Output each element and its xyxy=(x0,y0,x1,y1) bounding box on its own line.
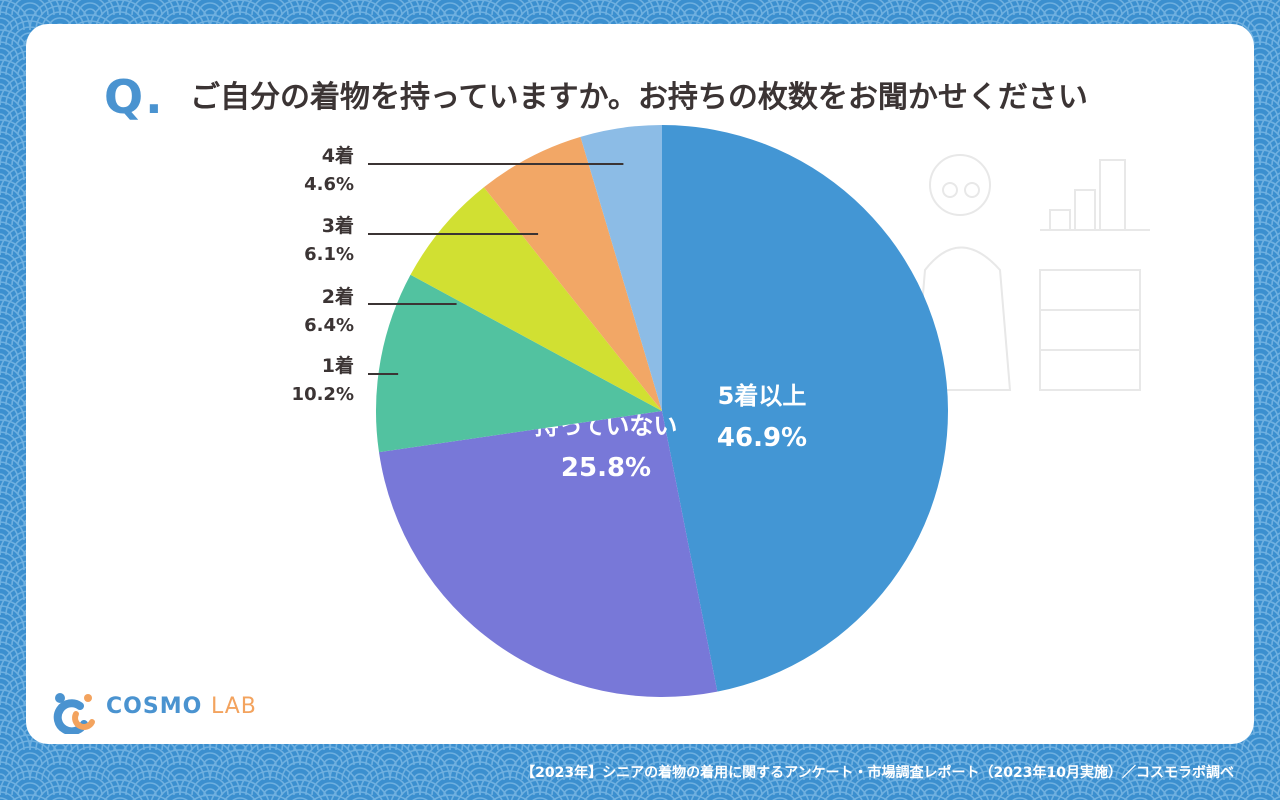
cosmo-lab-logo: COSMO LAB xyxy=(46,684,257,736)
senior-woman-illustration xyxy=(913,154,1150,391)
slice-value-label: 6.4% xyxy=(304,315,354,336)
slice-value-label: 25.8% xyxy=(561,453,651,483)
slice-value-label: 4.6% xyxy=(304,174,354,195)
logo-text-primary: COSMO xyxy=(106,694,203,719)
pie-slice xyxy=(376,274,662,453)
slice-label: 1着 xyxy=(322,354,354,377)
slice-label: 2着 xyxy=(322,285,354,308)
pie-slice xyxy=(662,125,948,692)
cosmo-lab-logo-icon xyxy=(53,693,95,736)
chart-title: ご自分の着物を持っていますか。お持ちの枚数をお聞かせください xyxy=(190,80,1088,115)
slice-value-label: 6.1% xyxy=(304,244,354,265)
question-mark-label: Q. xyxy=(104,70,165,124)
slice-label: 5着以上 xyxy=(718,382,807,410)
slice-label: 3着 xyxy=(322,214,354,237)
source-footnote: 【2023年】シニアの着物の着用に関するアンケート・市場調査レポート（2023年… xyxy=(521,765,1234,781)
pie-slice xyxy=(580,125,662,411)
pie-slice xyxy=(410,187,662,411)
logo-text-secondary: LAB xyxy=(210,694,257,719)
pie-slice xyxy=(483,136,662,411)
slice-label: 4着 xyxy=(322,144,354,167)
slice-value-label: 10.2% xyxy=(292,384,354,405)
pie-slice xyxy=(378,411,718,697)
slice-value-label: 46.9% xyxy=(717,423,807,453)
